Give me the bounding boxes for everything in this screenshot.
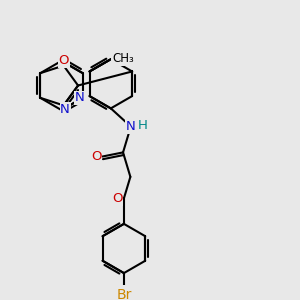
Text: H: H [137, 119, 147, 132]
Text: O: O [58, 54, 69, 67]
Text: N: N [60, 103, 70, 116]
Text: O: O [91, 150, 102, 163]
Text: N: N [74, 91, 84, 104]
Text: Br: Br [116, 288, 132, 300]
Text: CH₃: CH₃ [112, 52, 134, 65]
Text: N: N [126, 120, 135, 133]
Text: O: O [112, 192, 123, 205]
